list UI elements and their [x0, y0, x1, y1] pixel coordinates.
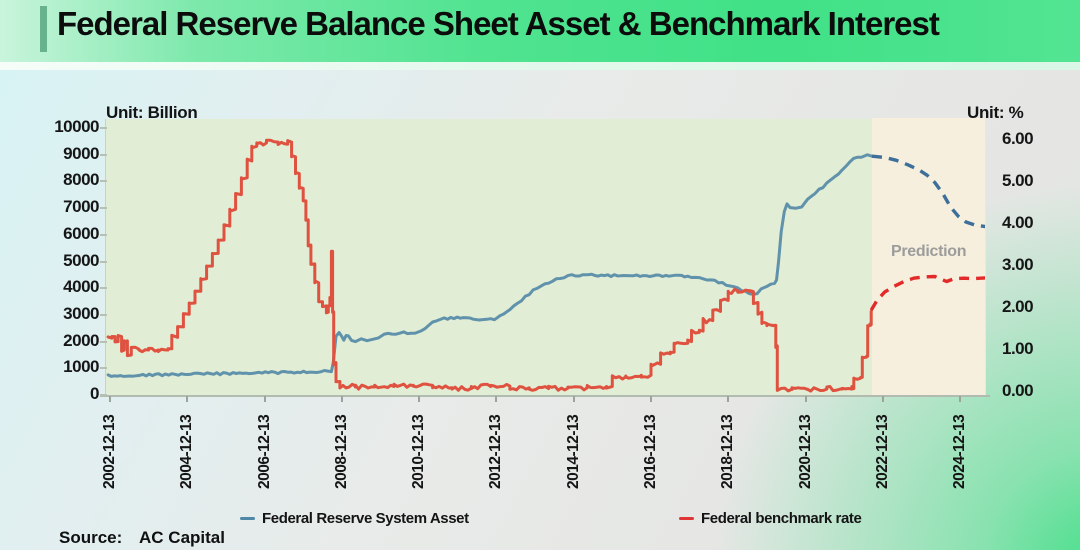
source-value: AC Capital	[139, 528, 225, 547]
x-axis-tick-mark	[959, 396, 962, 402]
x-axis-tick-label: 2020-12-13	[796, 414, 814, 489]
x-axis-tick-mark	[263, 396, 266, 402]
x-axis-tick-label: 2006-12-13	[255, 414, 273, 489]
x-axis-tick-label: 2004-12-13	[178, 414, 196, 489]
y-axis-right-tick-label: 4.00	[1002, 213, 1034, 232]
source-label: Source:	[59, 528, 123, 547]
x-axis-tick-mark	[881, 396, 884, 402]
y-axis-left-tick-label: 2000	[63, 330, 99, 350]
x-axis-tick-label: 2012-12-13	[487, 414, 505, 489]
x-axis-tick-mark	[418, 396, 421, 402]
header-band: Federal Reserve Balance Sheet Asset & Be…	[0, 0, 1080, 62]
x-axis-tick-label: 2022-12-13	[873, 414, 891, 489]
page-title: Federal Reserve Balance Sheet Asset & Be…	[57, 5, 940, 42]
x-axis-tick-mark	[109, 396, 111, 402]
y-axis-left-tick-label: 10000	[54, 117, 99, 136]
header-divider-strip	[0, 62, 1080, 70]
y-axis-right-tick-label: 5.00	[1002, 171, 1034, 190]
legend-item-asset: Federal Reserve System Asset	[240, 510, 469, 527]
y-axis-left-tick-mark	[100, 367, 107, 370]
x-axis-tick-mark	[340, 396, 343, 402]
plot-area	[105, 119, 986, 395]
rate-legend-label: Federal benchmark rate	[701, 510, 862, 527]
y-axis-left-tick-mark	[100, 340, 107, 343]
y-axis-right-tick-label: 0.00	[1002, 381, 1034, 400]
rate-legend-dash-icon	[679, 517, 694, 520]
x-axis-tick-label: 2008-12-13	[332, 414, 350, 489]
y-axis-left-tick-label: 5000	[63, 250, 99, 270]
y-axis-left-tick-label: 4000	[63, 277, 99, 297]
x-axis-tick-label: 2010-12-13	[410, 414, 428, 489]
left-axis-unit-label: Unit: Billion	[106, 103, 198, 122]
y-axis-left-tick-mark	[100, 394, 107, 396]
x-axis-tick-mark	[495, 396, 498, 402]
source-attribution: Source: AC Capital	[59, 528, 225, 548]
title-accent-bar	[40, 6, 47, 52]
y-axis-left-tick-mark	[100, 153, 107, 156]
y-axis-left-tick-label: 8000	[63, 170, 99, 190]
y-axis-left-tick-label: 1000	[63, 357, 99, 377]
y-axis-left-tick-label: 7000	[63, 197, 99, 217]
y-axis-left-tick-label: 9000	[63, 143, 99, 163]
y-axis-left-tick-mark	[100, 180, 107, 183]
y-axis-right-tick-label: 6.00	[1002, 129, 1034, 148]
y-axis-right-tick-label: 3.00	[1002, 255, 1034, 274]
x-axis-tick-mark	[572, 396, 575, 402]
y-axis-left-tick-mark	[100, 313, 107, 316]
x-axis-tick-label: 2018-12-13	[719, 414, 737, 489]
y-axis-right-tick-label: 2.00	[1002, 297, 1034, 316]
y-axis-left-tick-mark	[100, 287, 107, 290]
y-axis-right-tick-label: 1.00	[1002, 339, 1034, 358]
y-axis-left-tick-mark	[100, 127, 107, 129]
asset-legend-label: Federal Reserve System Asset	[262, 510, 469, 527]
right-axis-unit-label: Unit: %	[967, 103, 1024, 122]
x-axis-tick-mark	[727, 396, 730, 402]
y-axis-left-tick-label: 0	[90, 384, 99, 403]
x-axis-line	[100, 395, 990, 397]
y-axis-left-tick-mark	[100, 233, 107, 236]
legend-item-rate: Federal benchmark rate	[679, 510, 862, 527]
y-axis-left-tick-mark	[100, 260, 107, 263]
y-axis-left-tick-label: 3000	[63, 303, 99, 323]
x-axis-tick-label: 2016-12-13	[641, 414, 659, 489]
y-axis-left-tick-label: 6000	[63, 223, 99, 243]
x-axis-tick-mark	[186, 396, 189, 402]
x-axis-tick-mark	[804, 396, 807, 402]
x-axis-tick-label: 2024-12-13	[951, 414, 969, 489]
prediction-annotation: Prediction	[891, 243, 967, 260]
x-axis-tick-label: 2014-12-13	[564, 414, 582, 489]
x-axis-tick-label: 2002-12-13	[101, 414, 118, 489]
asset-legend-dash-icon	[240, 517, 255, 520]
y-axis-left-tick-mark	[100, 207, 107, 210]
x-axis-tick-mark	[649, 396, 652, 402]
